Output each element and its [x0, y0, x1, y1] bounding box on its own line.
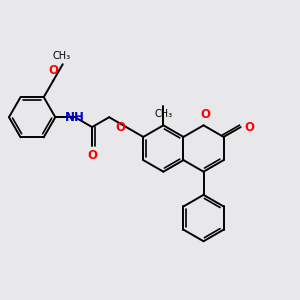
Text: O: O: [87, 149, 97, 162]
Text: CH₃: CH₃: [154, 110, 172, 119]
Text: CH₃: CH₃: [52, 51, 70, 61]
Text: O: O: [48, 64, 58, 77]
Text: O: O: [200, 109, 210, 122]
Text: O: O: [244, 121, 254, 134]
Text: NH: NH: [65, 111, 85, 124]
Text: O: O: [115, 121, 125, 134]
